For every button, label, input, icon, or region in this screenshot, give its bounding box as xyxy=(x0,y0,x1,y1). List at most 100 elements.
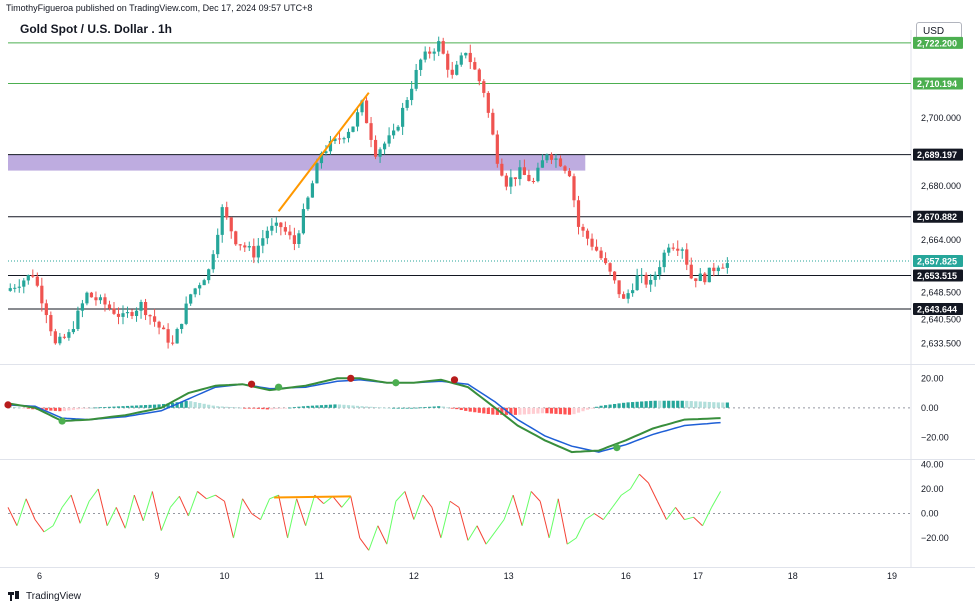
candle-body xyxy=(671,247,675,249)
macd-histogram-bar xyxy=(396,407,400,409)
macd-histogram-bar xyxy=(369,406,373,408)
candle-body xyxy=(455,64,459,75)
candle-body xyxy=(238,244,242,246)
macd-histogram-bar xyxy=(94,407,98,409)
candle-body xyxy=(585,230,590,239)
candle-body xyxy=(667,247,671,253)
candle-body xyxy=(288,231,292,236)
osc-segment xyxy=(16,498,27,526)
osc-segment xyxy=(575,519,586,539)
osc-segment xyxy=(629,474,640,490)
macd-histogram-bar xyxy=(640,401,644,408)
osc-segment xyxy=(43,525,54,533)
macd-histogram-bar xyxy=(346,405,351,408)
macd-histogram-bar xyxy=(121,406,125,408)
candle-body xyxy=(689,264,693,279)
macd-histogram-bar xyxy=(328,404,333,408)
candle-body xyxy=(698,273,702,282)
candle-body xyxy=(554,158,558,160)
osc-segment xyxy=(395,491,406,502)
price-axis-tick: 2,700.000 xyxy=(921,113,961,123)
macd-histogram-bar xyxy=(98,407,103,409)
osc-segment xyxy=(61,494,72,508)
macd-histogram-bar xyxy=(558,407,563,415)
candle-body xyxy=(522,167,526,175)
macd-histogram-bar xyxy=(252,407,256,409)
candle-body xyxy=(189,294,193,304)
osc-segment xyxy=(341,496,352,508)
candle-body xyxy=(274,222,278,226)
candle-body xyxy=(116,313,121,317)
macd-histogram-bar xyxy=(310,405,315,408)
macd-histogram-bar xyxy=(419,407,423,409)
osc-segment xyxy=(251,513,261,521)
macd-histogram-bar xyxy=(62,407,66,412)
candle-body xyxy=(31,275,35,277)
macd-histogram-bar xyxy=(450,407,454,409)
osc-segment xyxy=(79,501,90,524)
time-axis-tick: 11 xyxy=(315,571,324,581)
candle-body xyxy=(324,151,328,154)
osc-segment xyxy=(431,507,442,539)
macd-cross-dot xyxy=(58,417,66,425)
macd-histogram-bar xyxy=(265,407,269,410)
candle-body xyxy=(635,275,639,291)
candle-body xyxy=(315,163,319,184)
macd-histogram-bar xyxy=(554,407,558,414)
macd-histogram-bar xyxy=(676,400,680,408)
osc-segment xyxy=(647,482,658,502)
candle-body xyxy=(85,292,89,304)
osc-segment xyxy=(169,496,180,508)
osc-axis-tick: 40.00 xyxy=(921,459,944,469)
macd-histogram-bar xyxy=(545,407,549,414)
macd-histogram-bar xyxy=(297,406,301,408)
macd-histogram-bar xyxy=(631,402,635,408)
candle-body xyxy=(626,293,630,299)
osc-segment xyxy=(611,494,622,508)
macd-histogram-bar xyxy=(536,407,540,414)
macd-histogram-bar xyxy=(518,407,522,415)
macd-histogram-bar xyxy=(680,400,684,408)
macd-histogram-bar xyxy=(576,407,581,413)
macd-line xyxy=(7,377,721,454)
macd-histogram-bar xyxy=(612,403,617,408)
macd-histogram-bar xyxy=(256,407,260,409)
osc-segment xyxy=(70,494,81,524)
candle-body xyxy=(694,278,698,282)
trend-line xyxy=(277,92,370,212)
osc-axis-tick: 0.00 xyxy=(921,509,939,519)
candle-body xyxy=(581,226,585,231)
macd-histogram-bar xyxy=(590,407,594,409)
osc-segment xyxy=(206,494,216,500)
macd-histogram-bar xyxy=(721,402,725,408)
osc-segment xyxy=(467,525,478,541)
macd-histogram-bar xyxy=(125,405,130,408)
candle-body xyxy=(310,183,315,198)
candle-body xyxy=(198,285,202,289)
macd-histogram-bar xyxy=(220,406,224,408)
candle-body xyxy=(333,138,337,142)
price-level-tag xyxy=(913,148,963,161)
candle-body xyxy=(676,248,680,251)
candle-body xyxy=(423,51,427,60)
macd-histogram-bar xyxy=(599,405,603,408)
candle-body xyxy=(658,267,662,275)
price-level-tag xyxy=(913,269,963,282)
macd-signal-line xyxy=(7,379,721,453)
candle-body xyxy=(707,267,711,283)
macd-histogram-bar xyxy=(139,405,143,408)
macd-histogram-bar xyxy=(229,407,233,408)
candle-body xyxy=(157,321,161,328)
osc-segment xyxy=(359,537,370,551)
osc-segment xyxy=(422,494,433,508)
macd-histogram-bar xyxy=(130,405,134,408)
osc-segment xyxy=(557,498,568,545)
candle-body xyxy=(62,336,66,338)
macd-histogram-bar xyxy=(716,402,720,408)
candle-body xyxy=(265,230,269,239)
macd-histogram-bar xyxy=(531,407,536,414)
candle-body xyxy=(468,52,472,63)
macd-histogram-bar xyxy=(243,407,247,409)
candle-body xyxy=(171,342,175,344)
